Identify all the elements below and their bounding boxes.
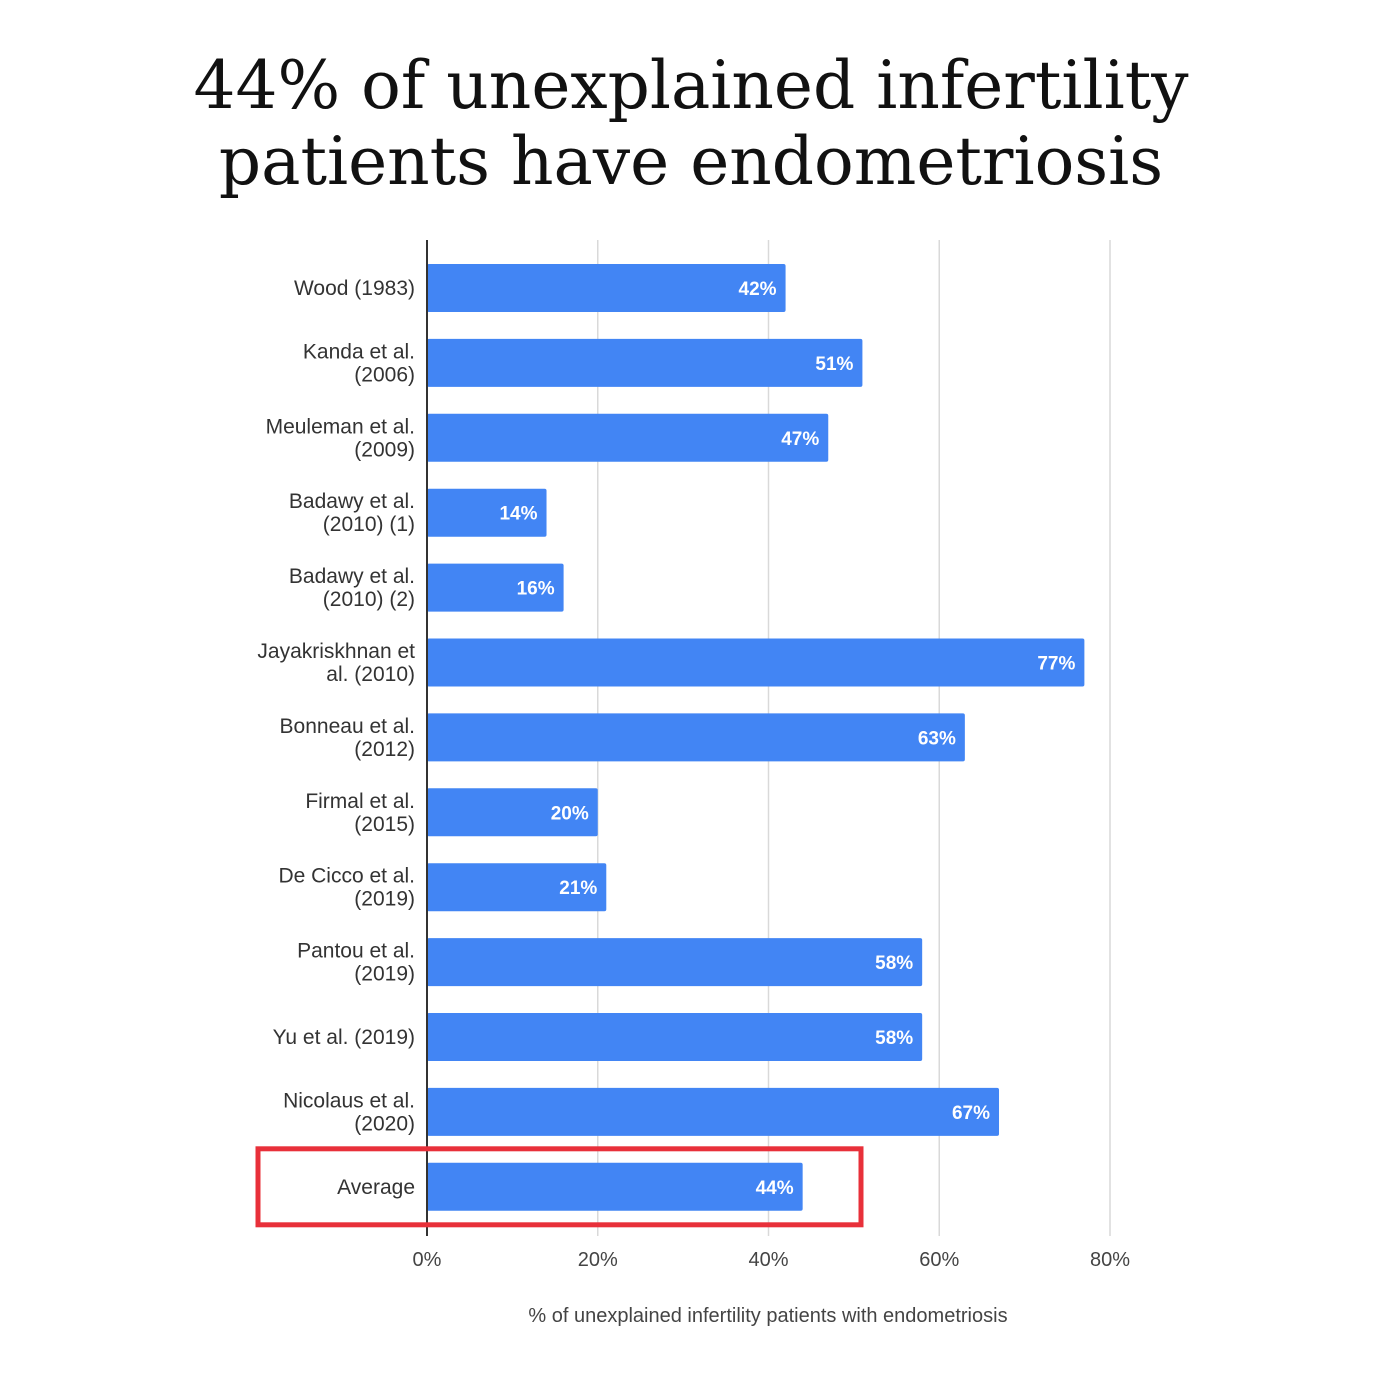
bar-value-label: 42% <box>739 279 777 300</box>
category-label-line: (2012) <box>354 738 415 761</box>
x-tick-labels: 0% 20% 40% 60% 80% <box>413 1249 1131 1271</box>
bar <box>427 488 547 537</box>
category-label-line: Pantou et al. <box>297 940 415 963</box>
x-tick-label: 40% <box>748 1249 788 1271</box>
category-label-line: Jayakriskhnan et <box>257 640 415 663</box>
bar <box>427 338 863 387</box>
bar-value-label: 21% <box>559 878 597 899</box>
bar <box>427 713 965 762</box>
bar-value-label: 63% <box>918 728 956 749</box>
category-label-line: (2019) <box>354 963 415 986</box>
bar <box>427 264 786 312</box>
bar-value-label: 16% <box>517 579 555 600</box>
bar-value-label: 58% <box>875 953 913 974</box>
category-label-line: Bonneau et al. <box>280 715 415 738</box>
category-label: Badawy et al. (2010) (1) <box>289 490 415 536</box>
category-label-line: (2009) <box>354 438 415 461</box>
category-label-line: Firmal et al. <box>305 790 415 813</box>
category-label-line: (2006) <box>354 363 415 386</box>
x-tick-label: 60% <box>919 1249 959 1271</box>
category-label-line: Nicolaus et al. <box>283 1089 415 1112</box>
category-label: Yu et al. (2019) <box>273 1026 415 1049</box>
x-tick-label: 80% <box>1090 1249 1130 1271</box>
category-label-line: Yu et al. (2019) <box>273 1026 415 1049</box>
bar <box>427 863 607 912</box>
x-axis-title: % of unexplained infertility patients wi… <box>528 1305 1007 1327</box>
bars: 42% 51% 47% 14% 16% 77% 63% 20% 21% 58% 58% 67% 44% <box>427 264 1085 1211</box>
category-label-line: (2010) (1) <box>323 513 415 536</box>
category-label: Wood (1983) <box>294 277 415 300</box>
category-labels: Wood (1983) Kanda et al. (2006) Meuleman et… <box>257 277 415 1199</box>
category-label: Jayakriskhnan et al. (2010) <box>257 640 415 686</box>
bar <box>427 938 923 987</box>
category-label: Pantou et al. (2019) <box>297 940 415 986</box>
bar <box>427 788 598 837</box>
category-label-line: Badawy et al. <box>289 565 415 588</box>
category-label: Firmal et al. (2015) <box>305 790 415 836</box>
bar <box>427 1087 1000 1136</box>
category-label-line: Kanda et al. <box>303 340 415 363</box>
bar <box>427 1162 803 1211</box>
category-label-line: (2019) <box>354 888 415 911</box>
category-label: Kanda et al. (2006) <box>303 340 415 386</box>
bar-value-label: 14% <box>499 504 537 525</box>
chart-title-line-1: 44% of unexplained infertility <box>193 47 1189 124</box>
bar <box>427 413 829 462</box>
category-label-line: Meuleman et al. <box>266 415 415 438</box>
bar-value-label: 77% <box>1037 654 1075 675</box>
category-label-line: Average <box>337 1176 415 1199</box>
bar <box>427 1013 923 1061</box>
chart-title: 44% of unexplained infertility patients … <box>0 48 1382 200</box>
category-label: Nicolaus et al. (2020) <box>283 1089 415 1135</box>
category-label-line: al. (2010) <box>326 663 415 686</box>
x-tick-label: 0% <box>413 1249 442 1271</box>
bar-value-label: 47% <box>781 429 819 450</box>
category-label: De Cicco et al. (2019) <box>278 865 415 911</box>
x-tick-label: 20% <box>578 1249 618 1271</box>
category-label: Meuleman et al. (2009) <box>266 415 415 461</box>
category-label-line: (2015) <box>354 813 415 836</box>
category-label: Badawy et al. (2010) (2) <box>289 565 415 611</box>
category-label-line: (2020) <box>354 1112 415 1135</box>
bar-value-label: 51% <box>815 354 853 375</box>
category-label-line: Badawy et al. <box>289 490 415 513</box>
bar <box>427 563 564 612</box>
category-label-line: De Cicco et al. <box>278 865 415 888</box>
chart-title-line-2: patients have endometriosis <box>218 123 1164 200</box>
category-label: Bonneau et al. (2012) <box>280 715 415 761</box>
bar-value-label: 20% <box>551 803 589 824</box>
bar <box>427 638 1085 687</box>
category-label-line: Wood (1983) <box>294 277 415 300</box>
bar-value-label: 67% <box>952 1103 990 1124</box>
average-highlight-box <box>255 1146 864 1228</box>
category-label-line: (2010) (2) <box>323 588 415 611</box>
bar-value-label: 58% <box>875 1028 913 1049</box>
category-label: Average <box>337 1176 415 1199</box>
bar-value-label: 44% <box>756 1178 794 1199</box>
